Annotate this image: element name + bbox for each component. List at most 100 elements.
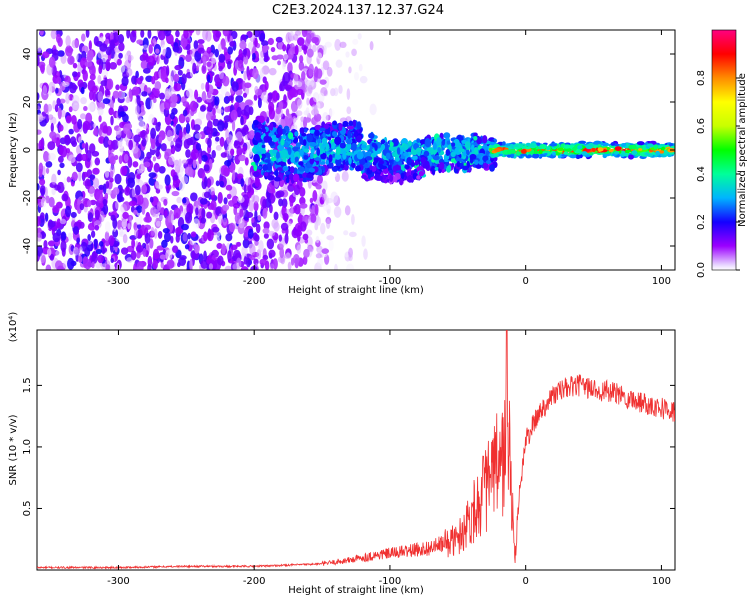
spectrogram-cell (56, 76, 62, 85)
spectrogram-cell (416, 138, 421, 143)
colorbar-tick-label: 0.2 (696, 214, 707, 230)
spectrogram-cell (252, 232, 258, 241)
spectrogram-cell (136, 39, 144, 45)
spectrogram-cell (378, 175, 383, 181)
spectrogram-cell (281, 60, 286, 70)
spectrogram-cell (338, 84, 343, 94)
spectrogram-cell (128, 139, 134, 151)
spectrogram-cell (150, 226, 155, 237)
spectrogram-cell (141, 184, 148, 194)
spectrogram-cell (112, 31, 119, 44)
spectrogram-cell (137, 113, 142, 121)
spectrogram-cell (158, 136, 163, 144)
spectrogram-cell (333, 87, 339, 97)
spectrogram-cell (277, 157, 282, 163)
spectrogram-cell (170, 112, 175, 120)
spectrogram-cell (118, 64, 126, 73)
spectrogram-cell (248, 130, 256, 140)
spectrogram-cell (181, 73, 187, 85)
spectrogram-cell (143, 161, 151, 168)
spectrogram-cell (37, 54, 40, 67)
spectrogram-cell (88, 64, 96, 76)
spectrogram-cell (254, 85, 259, 94)
spectrogram-cell (390, 146, 397, 152)
spectrogram-cell (380, 143, 386, 151)
spectrogram-cell (403, 152, 409, 157)
spectrogram-cell (365, 156, 373, 161)
spectrogram-cell (150, 127, 157, 139)
spectrogram-cell (254, 177, 261, 188)
spectrogram-cell (97, 50, 104, 59)
spectrogram-cell (69, 82, 77, 94)
spectrogram-cell (57, 50, 65, 57)
spectrogram-cell (309, 197, 314, 204)
spectrogram-cell (92, 167, 100, 175)
spectrogram-cell (268, 230, 276, 237)
spectrogram-cell (134, 214, 143, 225)
spectrogram-cell (178, 129, 183, 141)
spectrogram-cell (389, 174, 394, 183)
spectrogram-cell (231, 120, 236, 132)
spectrogram-cell (328, 109, 335, 117)
spectrogram-cell (628, 154, 634, 160)
spectrogram-cell (184, 166, 193, 176)
spectrogram-cell (56, 218, 61, 228)
spectrogram-cell (49, 131, 57, 139)
spectrogram-cell (78, 170, 82, 182)
spectrogram-cell (144, 215, 152, 223)
spectrogram-cell (136, 77, 143, 85)
spectrogram-cell (199, 197, 208, 205)
spectrogram-cell (488, 145, 496, 149)
snr-y-tick-label: 1.0 (22, 439, 33, 455)
spectrogram-cell (65, 92, 70, 105)
spectrogram-cell (136, 260, 144, 270)
spectrogram-cell (182, 232, 188, 242)
spectrogram-cell (230, 109, 238, 121)
spectrogram-cell (373, 157, 379, 164)
spectrogram-cell (325, 48, 330, 59)
spectrogram-cell (299, 186, 306, 197)
spectrogram-cell (262, 198, 267, 210)
spectrogram-cell (252, 194, 260, 204)
spectrogram-cell (148, 172, 157, 179)
spectrogram-cell (298, 161, 304, 166)
colorbar-ticks: 0.0 0.2 0.4 0.6 0.8 (696, 70, 740, 278)
spectrogram-cell (126, 68, 133, 77)
spectrogram-x-tick-label: 100 (652, 276, 671, 287)
spectrogram-cell (513, 146, 519, 150)
spectrogram-cell (475, 163, 482, 169)
spectrogram-cell (200, 82, 205, 90)
spectrogram-x-tick-label: 0 (522, 276, 528, 287)
spectrogram-cell (334, 263, 338, 270)
spectrogram-cell (123, 123, 131, 135)
spectrogram-cell (223, 197, 228, 205)
spectrogram-cell (152, 259, 158, 270)
spectrogram-cell (333, 206, 342, 218)
spectrogram-cell (361, 235, 366, 247)
spectrogram-cell (127, 54, 134, 61)
spectrogram-cell (166, 185, 170, 194)
spectrogram-cell (205, 30, 212, 42)
spectrogram-cell (445, 164, 452, 173)
spectrogram-cell (89, 73, 96, 81)
spectrogram-cell (316, 138, 321, 144)
spectrogram-cell (301, 30, 308, 38)
spectrogram-cell (113, 52, 119, 63)
spectrogram-x-tick-label: -300 (107, 276, 130, 287)
spectrogram-cell (294, 131, 299, 137)
spectrogram-cell (118, 155, 123, 165)
spectrogram-cell (404, 164, 410, 170)
spectrogram-cell (187, 232, 192, 240)
spectrogram-cell (174, 143, 182, 152)
spectrogram-cell (98, 65, 103, 75)
spectrogram-cell (312, 91, 320, 103)
spectrogram-cell (283, 53, 289, 61)
spectrogram-cell (183, 30, 189, 40)
spectrogram-cell (563, 144, 571, 149)
spectrogram-cell (37, 183, 40, 191)
spectrogram-cell (316, 147, 321, 157)
spectrogram-cell (81, 33, 86, 42)
spectrogram-cell (263, 172, 269, 177)
spectrogram-cell (172, 245, 179, 253)
spectrogram-cell (39, 30, 44, 36)
